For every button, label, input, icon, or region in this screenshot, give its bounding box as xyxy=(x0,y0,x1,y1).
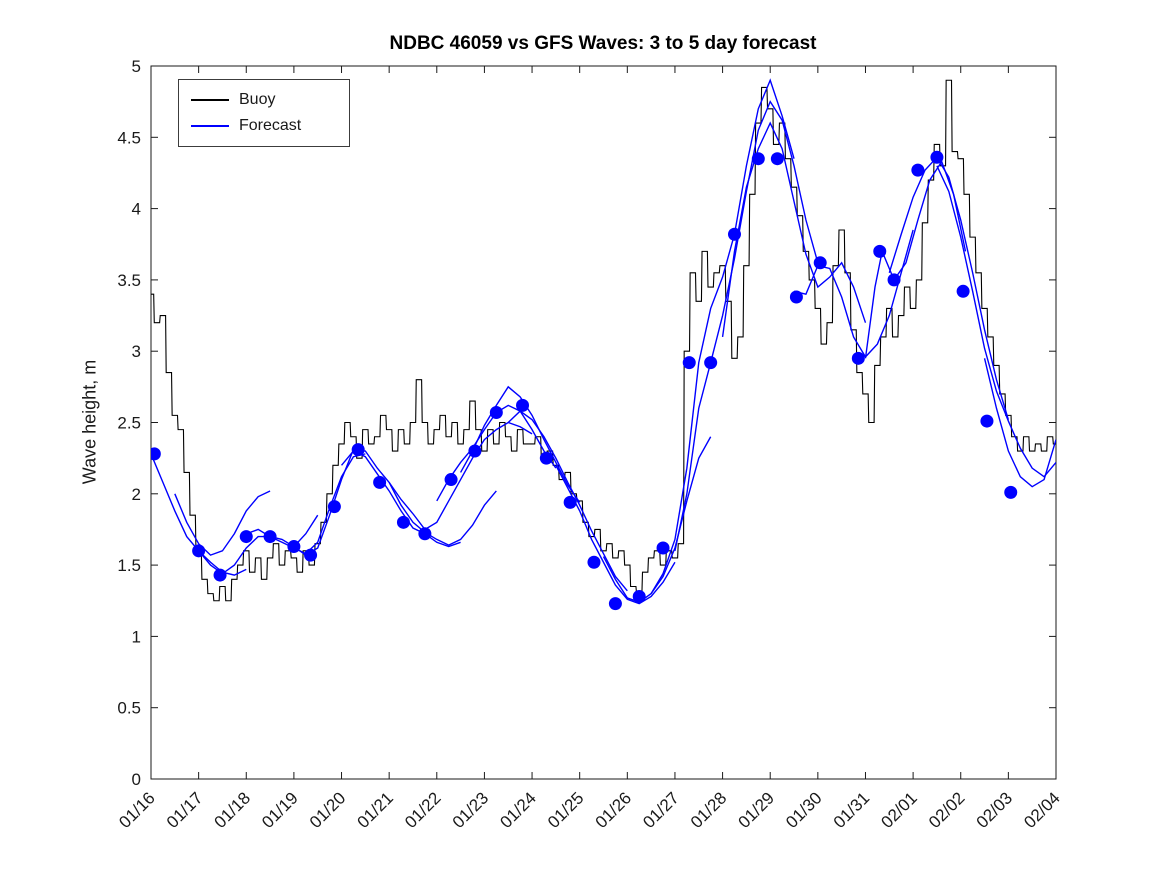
forecast-segment-line xyxy=(721,121,867,338)
forecast-marker xyxy=(396,515,410,529)
y-tick-label: 5 xyxy=(132,57,141,76)
forecast-segment-line xyxy=(983,358,1056,488)
forecast-segment-line xyxy=(388,482,497,546)
y-tick-label: 0 xyxy=(132,770,141,789)
forecast-marker xyxy=(327,500,341,514)
y-tick-label: 3 xyxy=(132,342,141,361)
forecast-segment-line xyxy=(507,410,628,592)
forecast-segment-line xyxy=(936,165,1056,478)
chart-title: NDBC 46059 vs GFS Waves: 3 to 5 day fore… xyxy=(389,33,817,54)
y-tick-label: 2 xyxy=(132,485,141,504)
y-tick-label: 3.5 xyxy=(117,271,141,290)
legend-label-buoy: Buoy xyxy=(239,91,276,108)
x-tick-label: 01/19 xyxy=(258,788,302,832)
series-group xyxy=(151,78,1056,611)
forecast-marker xyxy=(911,163,925,177)
forecast-marker xyxy=(304,548,318,562)
x-tick-label: 02/02 xyxy=(925,788,969,832)
x-tick-label: 01/29 xyxy=(735,788,779,832)
forecast-marker xyxy=(682,356,696,370)
y-axis-label: Wave height, m xyxy=(79,359,100,485)
x-tick-label: 01/17 xyxy=(163,788,207,832)
y-tick-label: 2.5 xyxy=(117,414,141,433)
forecast-marker xyxy=(239,530,253,544)
x-tick-label: 02/01 xyxy=(877,788,921,832)
forecast-marker xyxy=(930,150,944,164)
forecast-segment-line xyxy=(459,385,581,503)
x-tick-label: 01/24 xyxy=(496,788,540,832)
forecast-marker xyxy=(444,473,458,487)
forecast-marker xyxy=(704,356,718,370)
forecast-segment-line xyxy=(412,421,533,531)
y-tick-label: 4 xyxy=(132,200,141,219)
x-tick-label: 02/03 xyxy=(973,788,1017,832)
forecast-segment-line xyxy=(888,156,1010,420)
forecast-marker xyxy=(980,414,994,428)
x-tick-label: 01/25 xyxy=(544,788,588,832)
forecast-marker xyxy=(813,256,827,270)
x-tick-label: 01/27 xyxy=(639,788,683,832)
forecast-marker xyxy=(213,568,227,582)
forecast-marker xyxy=(873,244,887,258)
x-tick-label: 01/23 xyxy=(449,788,493,832)
forecast-marker xyxy=(887,273,901,287)
forecast-marker xyxy=(151,447,161,461)
axes-box xyxy=(150,65,1057,780)
buoy-series-line xyxy=(151,79,1056,602)
forecast-line-swatch xyxy=(191,125,229,127)
x-tick-label: 01/16 xyxy=(115,788,159,832)
forecast-marker xyxy=(539,451,553,465)
forecast-segment-line xyxy=(602,436,712,603)
x-tick-label: 01/22 xyxy=(401,788,445,832)
forecast-marker xyxy=(287,540,301,554)
y-tick-label: 1.5 xyxy=(117,556,141,575)
x-tick-label: 01/21 xyxy=(353,788,397,832)
forecast-marker xyxy=(727,227,741,241)
y-tick-label: 0.5 xyxy=(117,699,141,718)
forecast-marker xyxy=(351,443,365,457)
forecast-marker xyxy=(563,495,577,509)
legend: Buoy Forecast xyxy=(178,79,350,147)
legend-label-forecast: Forecast xyxy=(239,117,302,134)
x-tick-label: 01/28 xyxy=(687,788,731,832)
forecast-segment-line xyxy=(864,159,967,359)
forecast-marker xyxy=(789,290,803,304)
y-tick-label: 4.5 xyxy=(117,128,141,147)
x-tick-label: 01/31 xyxy=(830,788,874,832)
legend-item-buoy: Buoy xyxy=(191,87,349,113)
forecast-marker xyxy=(656,541,670,555)
forecast-marker xyxy=(851,351,865,365)
forecast-segment-line xyxy=(650,78,795,594)
y-tick-label: 1 xyxy=(132,627,141,646)
forecast-marker xyxy=(632,589,646,603)
forecast-marker xyxy=(418,527,432,541)
forecast-marker xyxy=(516,398,530,412)
legend-item-forecast: Forecast xyxy=(191,113,349,139)
forecast-marker xyxy=(770,152,784,166)
forecast-marker xyxy=(192,544,206,558)
x-tick-label: 01/26 xyxy=(592,788,636,832)
x-tick-label: 01/20 xyxy=(306,788,350,832)
forecast-marker xyxy=(751,152,765,166)
x-tick-label: 01/30 xyxy=(782,788,826,832)
buoy-line-swatch xyxy=(191,99,229,101)
forecast-marker xyxy=(468,444,482,458)
forecast-marker xyxy=(587,555,601,569)
forecast-segment-line xyxy=(674,100,819,551)
forecast-marker xyxy=(263,530,277,544)
forecast-marker xyxy=(489,406,503,420)
forecast-marker xyxy=(373,475,387,489)
forecast-marker xyxy=(1004,485,1018,499)
forecast-marker xyxy=(608,597,622,611)
x-tick-label: 02/04 xyxy=(1020,788,1064,832)
forecast-segment-line xyxy=(174,490,271,556)
x-tick-label: 01/18 xyxy=(211,788,255,832)
forecast-segment-line xyxy=(793,229,914,359)
forecast-marker xyxy=(956,284,970,298)
